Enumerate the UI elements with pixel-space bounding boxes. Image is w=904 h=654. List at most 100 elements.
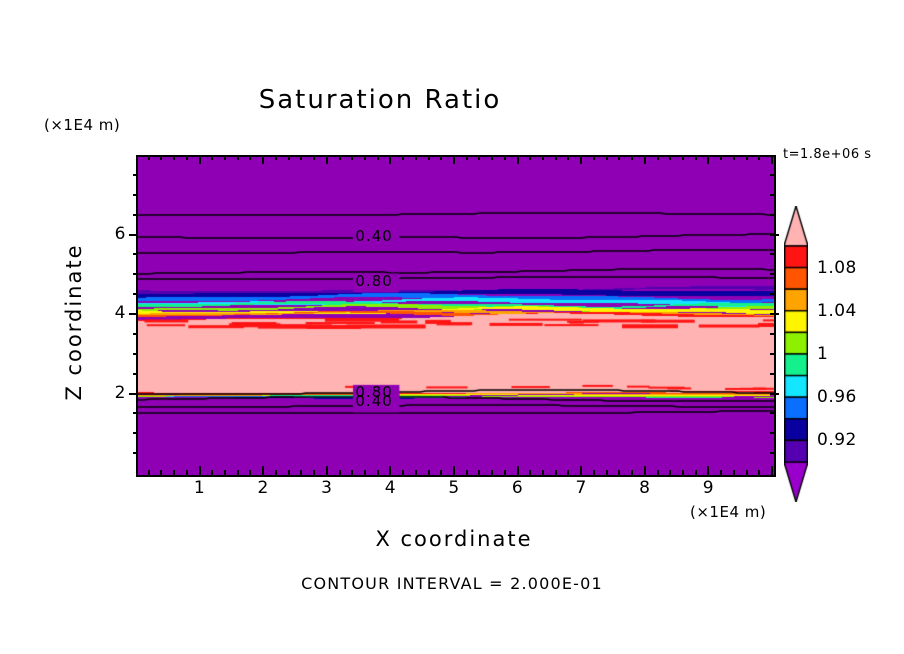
x-tick-top [758,155,760,160]
x-tick-top [148,155,150,160]
x-tick-top [186,155,188,160]
y-axis-unit-label: (×1E4 m) [44,116,121,134]
x-tick [300,470,302,475]
x-tick-top [618,155,620,160]
x-tick [160,470,162,475]
x-tick-top [580,155,582,164]
x-tick-label: 6 [511,478,524,498]
x-tick [478,470,480,475]
x-tick-top [771,155,773,164]
x-tick-top [517,155,519,164]
x-tick-top [199,155,201,164]
colorbar-tick-label: 0.92 [817,430,857,451]
x-tick [707,466,709,475]
x-tick-top [224,155,226,160]
x-tick [313,470,315,475]
y-tick [129,393,138,395]
y-tick [133,253,138,255]
x-tick-top [733,155,735,160]
y-tick [133,273,138,275]
x-tick [542,470,544,475]
y-tick-right [770,393,779,395]
x-tick-top [606,155,608,160]
colorbar-tick-label: 1 [817,344,829,364]
y-tick [133,293,138,295]
x-tick-top [351,155,353,160]
x-tick-top [262,155,264,164]
y-tick-right [770,214,775,216]
x-tick-top [428,155,430,160]
x-tick-top [593,155,595,160]
x-tick-top [249,155,251,160]
x-tick [593,470,595,475]
x-tick [415,470,417,475]
x-tick [555,470,557,475]
x-tick-top [326,155,328,164]
x-tick [580,466,582,475]
page-title: Saturation Ratio [258,85,502,115]
x-tick-top [300,155,302,160]
x-tick-top [466,155,468,160]
x-tick-top [669,155,671,160]
y-axis-title: Z coordinate [62,243,86,401]
x-tick-top [555,155,557,160]
x-axis-title: X coordinate [375,527,533,551]
x-tick [504,470,506,475]
x-tick-top [313,155,315,160]
y-tick [133,174,138,176]
x-tick [440,470,442,475]
x-tick-label: 1 [193,478,206,498]
x-tick [199,466,201,475]
y-tick-right [770,452,775,454]
x-tick-top [491,155,493,160]
x-tick-label: 2 [257,478,269,498]
x-tick-top [173,155,175,160]
x-tick-top [211,155,213,160]
y-tick-right [770,253,775,255]
x-tick-top [657,155,659,160]
x-tick [517,466,519,475]
y-tick-label: 6 [114,223,126,244]
x-tick-label: 7 [575,478,587,498]
x-tick [402,470,404,475]
y-tick [133,432,138,434]
x-tick-label: 3 [321,478,333,498]
x-tick [262,466,264,475]
colorbar-tick-label: 0.96 [817,387,857,408]
x-axis-unit-label: (×1E4 m) [690,503,767,521]
y-tick [133,452,138,454]
x-tick-top [339,155,341,160]
contour-label: 0.80 [355,382,393,401]
colorbar [784,206,808,502]
x-tick [733,470,735,475]
x-tick [351,470,353,475]
x-tick-top [440,155,442,160]
y-tick-right [770,293,775,295]
x-tick-top [377,155,379,160]
x-tick [453,466,455,475]
y-tick [133,412,138,414]
x-tick [339,470,341,475]
x-tick [377,470,379,475]
x-tick [288,470,290,475]
x-tick-top [567,155,569,160]
x-tick-top [542,155,544,160]
x-tick-top [364,155,366,160]
x-tick-top [631,155,633,160]
x-tick-top [746,155,748,160]
y-tick-label: 2 [114,382,126,403]
x-tick-top [504,155,506,160]
contour-plot-area [136,155,776,477]
y-tick-label: 4 [114,303,126,323]
y-tick-right [770,432,775,434]
y-tick-right [770,194,775,196]
x-tick [618,470,620,475]
contour-label: 0.80 [355,271,393,290]
contour-label: 0.40 [355,227,393,246]
y-tick-right [770,333,775,335]
x-tick [173,470,175,475]
x-tick [529,470,531,475]
colorbar-tick-label: 1.08 [817,257,857,278]
x-tick [758,470,760,475]
